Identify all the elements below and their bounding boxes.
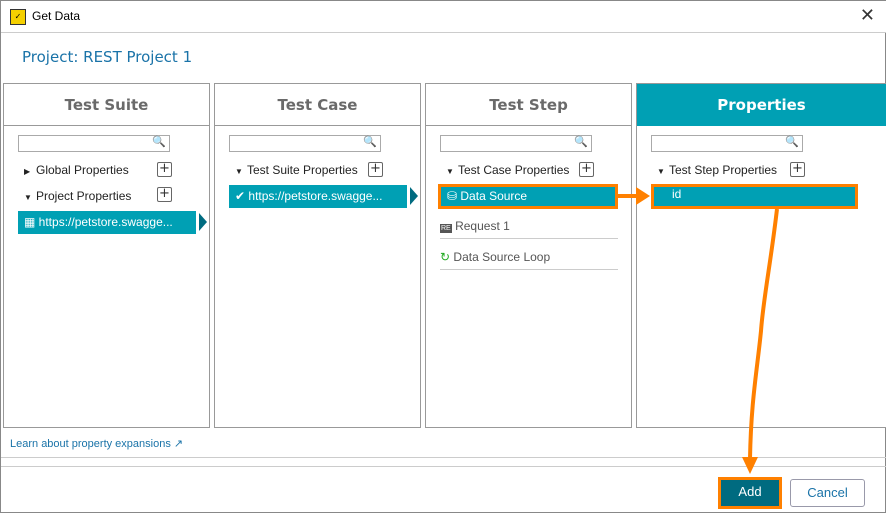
close-icon[interactable]: ✕ [859, 5, 875, 26]
column-properties: Properties 🔍 ▼ Test Step Properties + id [636, 83, 886, 428]
search-icon: 🔍 [785, 135, 799, 148]
add-property-button[interactable]: + [157, 187, 172, 202]
collapse-icon[interactable]: ▼ [657, 167, 665, 176]
search-icon: 🔍 [152, 135, 166, 148]
collapse-icon[interactable]: ▼ [24, 193, 32, 202]
collapse-icon[interactable]: ▼ [235, 167, 243, 176]
column-header: Test Suite [4, 84, 209, 126]
window-title: Get Data [32, 9, 81, 23]
column-header: Properties [637, 84, 886, 126]
list-item-request[interactable]: RE Request 1 [440, 208, 618, 239]
divider [1, 466, 886, 467]
add-property-button[interactable]: + [579, 162, 594, 177]
cancel-button[interactable]: Cancel [790, 479, 865, 507]
search-icon: 🔍 [363, 135, 377, 148]
selected-test-suite[interactable]: ▦ https://petstore.swagge... [18, 211, 196, 234]
add-property-button[interactable]: + [368, 162, 383, 177]
column-test-step: Test Step 🔍 ▼ Test Case Properties + ⛁ Da… [425, 83, 632, 428]
external-link-icon: ↗ [173, 438, 184, 450]
expand-icon[interactable]: ▶ [24, 167, 31, 176]
add-button[interactable]: Add [718, 477, 782, 509]
tree-node-test-step-properties[interactable]: ▼ Test Step Properties [657, 163, 778, 177]
collapse-icon[interactable]: ▼ [446, 167, 454, 176]
search-icon: 🔍 [574, 135, 588, 148]
rest-icon: RE [440, 224, 452, 233]
divider [1, 457, 886, 458]
property-id[interactable]: id [651, 184, 858, 209]
search-input[interactable]: 🔍 [440, 135, 592, 152]
add-property-button[interactable]: + [790, 162, 805, 177]
selected-test-case[interactable]: ✔ https://petstore.swagge... [229, 185, 407, 208]
add-property-button[interactable]: + [157, 162, 172, 177]
data-source-icon: ⛁ [447, 189, 461, 203]
search-input[interactable]: 🔍 [18, 135, 170, 152]
tree-node-test-case-properties[interactable]: ▼ Test Case Properties [446, 163, 570, 177]
column-test-case: Test Case 🔍 ▼ Test Suite Properties + ✔ h… [214, 83, 421, 428]
check-icon: ✔ [235, 189, 249, 203]
column-test-suite: Test Suite 🔍 ▶ Global Properties + ▼ Proje… [3, 83, 210, 428]
test-suite-icon: ▦ [24, 215, 39, 229]
tree-node-project-properties[interactable]: ▼ Project Properties [24, 189, 132, 203]
selected-test-step[interactable]: ⛁ Data Source [438, 184, 618, 209]
page-title: Project: REST Project 1 [22, 48, 193, 66]
app-icon: ✓ [10, 9, 26, 25]
title-bar: ✓ Get Data ✕ [1, 1, 886, 33]
loop-icon: ↻ [440, 250, 451, 264]
tree-node-global-properties[interactable]: ▶ Global Properties [24, 163, 129, 177]
property-expansions-link[interactable]: Learn about property expansions ↗ [10, 438, 184, 450]
pointer-arrow [199, 213, 207, 231]
search-input[interactable]: 🔍 [229, 135, 381, 152]
pointer-arrow [410, 187, 418, 205]
column-header: Test Case [215, 84, 420, 126]
column-header: Test Step [426, 84, 631, 126]
tree-node-test-suite-properties[interactable]: ▼ Test Suite Properties [235, 163, 358, 177]
list-item-data-source-loop[interactable]: ↻ Data Source Loop [440, 239, 618, 270]
search-input[interactable]: 🔍 [651, 135, 803, 152]
